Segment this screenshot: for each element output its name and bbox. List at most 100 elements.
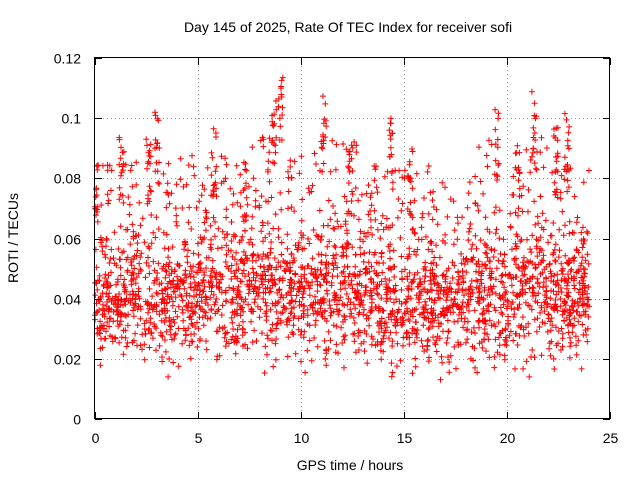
data-point (179, 340, 186, 347)
data-point (429, 287, 435, 294)
data-point (512, 330, 519, 337)
data-point (194, 240, 201, 247)
data-point (172, 205, 179, 212)
data-point (246, 239, 252, 246)
data-point (152, 136, 159, 143)
data-point (152, 168, 159, 175)
data-point (338, 270, 345, 276)
data-point (448, 297, 455, 303)
data-point (573, 308, 580, 315)
data-point (252, 203, 259, 210)
data-point (499, 260, 506, 267)
data-point (387, 295, 394, 302)
data-point (468, 329, 475, 336)
y-tick-label: 0.08 (54, 171, 81, 187)
data-point (171, 267, 178, 273)
data-point (341, 193, 348, 200)
data-point (326, 238, 333, 245)
data-point (554, 277, 561, 284)
data-point (286, 300, 293, 307)
data-point (192, 303, 199, 310)
data-point (435, 314, 441, 321)
data-point (544, 328, 551, 335)
data-point (253, 257, 259, 264)
data-point (535, 237, 542, 244)
data-point (249, 144, 256, 151)
data-point (125, 194, 132, 201)
data-point (449, 302, 456, 309)
data-point (221, 334, 228, 341)
data-point (390, 299, 397, 306)
data-point (495, 319, 502, 326)
data-point (357, 268, 364, 275)
data-point (305, 235, 311, 242)
data-point (105, 197, 112, 204)
data-point (222, 259, 229, 265)
data-point (405, 293, 412, 300)
data-point (279, 104, 286, 111)
data-point (328, 309, 335, 316)
data-point (558, 325, 565, 332)
data-point (464, 204, 471, 211)
data-point (323, 318, 330, 325)
data-point (520, 254, 527, 261)
data-point (364, 360, 371, 367)
data-point (324, 290, 331, 297)
data-point (363, 190, 370, 197)
data-point (433, 348, 440, 355)
data-point (351, 320, 358, 326)
data-point (425, 358, 432, 365)
data-point (145, 149, 152, 156)
data-point (486, 272, 493, 279)
data-point (357, 228, 364, 235)
data-point (318, 311, 325, 318)
data-point (523, 358, 530, 365)
data-point (99, 344, 106, 351)
data-point (504, 297, 511, 304)
data-point (327, 216, 334, 223)
data-point (258, 228, 265, 235)
data-point (338, 253, 345, 260)
data-point (285, 188, 292, 195)
data-point (479, 344, 486, 351)
data-point (540, 279, 547, 286)
data-point (408, 286, 415, 292)
data-point (106, 296, 112, 303)
data-point (550, 355, 557, 362)
data-point (159, 296, 166, 303)
data-point (245, 271, 252, 277)
data-point (528, 353, 534, 360)
data-point (580, 282, 586, 289)
data-point (304, 347, 311, 354)
data-point (306, 292, 313, 299)
data-point (542, 217, 549, 224)
data-point (579, 291, 586, 298)
data-point (438, 320, 444, 327)
data-point (124, 339, 131, 346)
data-point (462, 287, 469, 294)
data-point (394, 340, 401, 347)
data-point (180, 325, 187, 332)
data-point (469, 256, 475, 263)
data-point (348, 281, 354, 288)
data-point (135, 288, 142, 295)
data-point (416, 296, 423, 303)
data-point (552, 241, 559, 248)
data-point (486, 354, 493, 361)
data-point (444, 317, 451, 324)
data-point (266, 149, 273, 156)
data-point (224, 329, 231, 336)
data-point (350, 331, 356, 338)
data-point (207, 315, 214, 321)
data-point (169, 244, 176, 250)
data-point (314, 281, 321, 288)
data-point (548, 338, 555, 345)
data-point (557, 195, 564, 202)
data-point (564, 177, 571, 184)
data-point (219, 228, 226, 235)
data-point (280, 258, 287, 264)
data-point (94, 308, 101, 315)
data-point (341, 279, 347, 286)
data-point (454, 236, 461, 243)
data-point (205, 279, 212, 286)
